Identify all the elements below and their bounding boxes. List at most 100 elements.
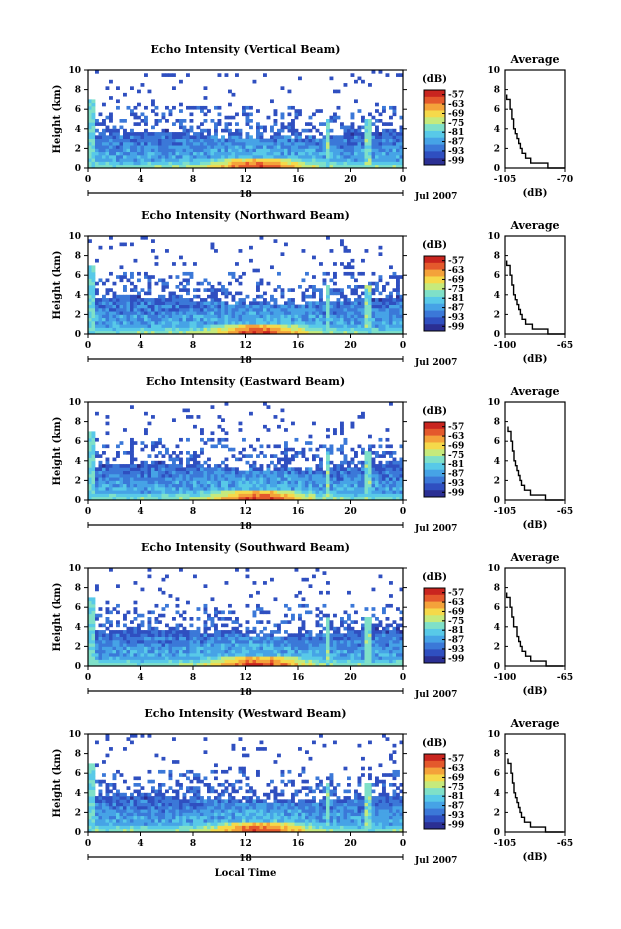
heatmap-cell	[371, 70, 376, 74]
heatmap-cell	[186, 483, 190, 488]
heatmap-cell	[350, 141, 355, 146]
heatmap-cell	[294, 473, 299, 478]
heatmap-cell	[333, 330, 337, 335]
heatmap-cell	[228, 480, 232, 485]
heatmap-cell	[263, 656, 267, 660]
heatmap-cell	[378, 460, 383, 465]
heatmap-cell	[95, 161, 99, 166]
heatmap-cell	[182, 656, 187, 660]
heatmap-cell	[158, 298, 162, 302]
heatmap-cell	[91, 636, 96, 641]
heatmap-cell	[305, 271, 309, 276]
heatmap-cell	[217, 164, 222, 169]
heatmap-cell	[273, 659, 278, 664]
heatmap-cell	[91, 324, 96, 328]
heatmap-cell	[322, 307, 327, 312]
heatmap-cell	[284, 483, 288, 488]
heatmap-cell	[284, 451, 288, 455]
heatmap-cell	[319, 298, 323, 302]
heatmap-cell	[343, 314, 348, 319]
heatmap-cell	[91, 327, 96, 332]
heatmap-cell	[326, 428, 330, 432]
heatmap-cell	[109, 490, 113, 494]
heatmap-cell	[308, 486, 313, 491]
heatmap-cell	[361, 415, 365, 419]
heatmap-cell	[102, 145, 106, 149]
heatmap-cell	[350, 73, 355, 77]
heatmap-cell	[221, 460, 225, 465]
heatmap-cell	[301, 477, 306, 481]
heatmap-cell	[151, 464, 155, 468]
heatmap-cell	[312, 314, 316, 319]
heatmap-cell	[130, 633, 134, 637]
heatmap-cell	[361, 486, 365, 491]
heatmap-cell	[364, 477, 369, 481]
heatmap-cell	[147, 464, 152, 468]
heatmap-cell	[270, 659, 274, 664]
heatmap-cell	[287, 105, 292, 110]
heatmap-cell	[291, 317, 295, 322]
heatmap-cell	[350, 132, 355, 136]
heatmap-cell	[294, 109, 299, 113]
heatmap-cell	[308, 135, 313, 139]
heatmap-cell	[91, 161, 96, 166]
heatmap-cell	[151, 125, 155, 130]
heatmap-cell	[305, 636, 309, 641]
heatmap-cell	[326, 493, 330, 498]
heatmap-cell	[133, 311, 138, 315]
heatmap-cell	[364, 122, 369, 126]
heatmap-cell	[221, 623, 225, 628]
heatmap-cell	[228, 138, 232, 143]
heatmap-cell	[140, 483, 145, 488]
heatmap-cell	[221, 164, 225, 169]
heatmap-cell	[301, 643, 306, 647]
heatmap-cell	[112, 607, 117, 611]
heatmap-cell	[105, 626, 110, 631]
heatmap-cell	[116, 464, 120, 468]
heatmap-cell	[329, 486, 334, 491]
heatmap-cell	[165, 138, 169, 143]
heatmap-cell	[305, 467, 309, 471]
heatmap-cell	[305, 151, 309, 156]
heatmap-cell	[294, 148, 299, 153]
heatmap-cell	[91, 132, 96, 136]
heatmap-cell	[273, 649, 278, 654]
x-tick-label: 0	[85, 175, 91, 185]
heatmap-cell	[151, 311, 155, 315]
heatmap-cell	[214, 138, 218, 143]
heatmap-cell	[249, 320, 253, 325]
heatmap-cell	[126, 483, 131, 488]
heatmap-cell	[298, 314, 302, 319]
profile-line	[507, 426, 564, 501]
heatmap-cell	[98, 490, 103, 494]
heatmap-cell	[175, 486, 180, 491]
heatmap-cell	[287, 148, 292, 153]
heatmap-cell	[210, 467, 215, 471]
heatmap-cell	[291, 490, 295, 494]
heatmap-cell	[203, 314, 208, 319]
heatmap-cell	[235, 490, 239, 494]
heatmap-cell	[235, 480, 239, 485]
profile-x-label: (dB)	[523, 188, 548, 199]
heatmap-cell	[151, 493, 155, 498]
heatmap-cell	[126, 145, 131, 149]
heatmap-cell	[102, 483, 106, 488]
heatmap-cell	[210, 620, 215, 624]
heatmap-cell	[280, 649, 285, 654]
heatmap-cell	[256, 122, 260, 126]
heatmap-cell	[137, 649, 141, 654]
heatmap-cell	[207, 304, 211, 309]
heatmap-cell	[193, 473, 197, 478]
heatmap-cell	[301, 659, 306, 664]
heatmap-cell	[102, 128, 106, 133]
heatmap-cell	[284, 460, 288, 465]
heatmap-cell	[203, 105, 208, 110]
heatmap-cell	[207, 164, 211, 169]
heatmap-cell	[364, 288, 369, 292]
heatmap-cell	[119, 275, 124, 279]
heatmap-cell	[214, 327, 218, 332]
heatmap-cell	[140, 141, 145, 146]
heatmap-cell	[347, 132, 351, 136]
heatmap-cell	[119, 320, 124, 325]
heatmap-cell	[172, 86, 176, 90]
